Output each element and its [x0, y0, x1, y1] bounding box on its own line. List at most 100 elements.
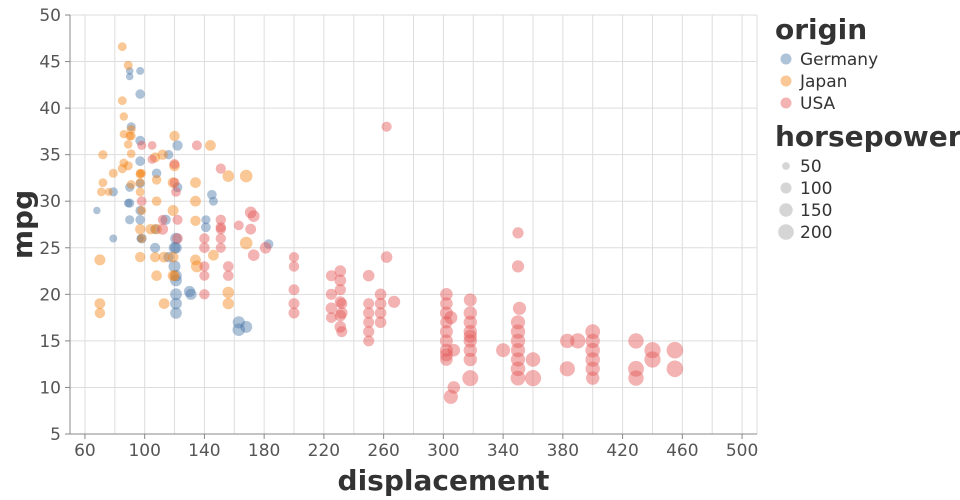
- data-point: [126, 149, 136, 158]
- data-point: [119, 158, 129, 168]
- x-tick-label: 420: [606, 441, 638, 461]
- data-point: [512, 227, 524, 239]
- data-point: [125, 67, 134, 75]
- data-point: [215, 233, 226, 244]
- series-usa: [136, 121, 684, 404]
- data-point: [223, 261, 234, 272]
- x-tick-label: 100: [128, 441, 160, 461]
- x-tick-label: 260: [367, 441, 399, 461]
- data-point: [586, 371, 600, 385]
- data-point: [168, 242, 181, 254]
- data-point: [137, 234, 147, 243]
- data-point: [167, 205, 179, 216]
- data-point: [288, 307, 300, 319]
- data-point: [170, 274, 182, 287]
- data-point: [439, 325, 453, 339]
- data-point: [199, 233, 210, 244]
- data-point: [585, 333, 600, 349]
- y-tick-label: 10: [39, 378, 61, 398]
- data-point: [117, 42, 127, 52]
- data-point: [167, 177, 179, 189]
- y-tick-label: 50: [39, 6, 61, 26]
- data-point: [126, 122, 136, 132]
- data-point: [215, 214, 226, 225]
- data-point: [168, 260, 181, 273]
- data-point: [463, 315, 477, 329]
- legend-size-label: 150: [800, 201, 832, 221]
- data-point: [151, 270, 162, 282]
- data-point: [644, 351, 661, 368]
- x-tick-label: 500: [726, 441, 758, 461]
- data-point: [135, 251, 146, 263]
- data-point: [169, 159, 180, 169]
- legend-swatch-usa: [780, 97, 792, 109]
- legend-swatch-germany: [780, 53, 792, 65]
- data-point: [232, 323, 246, 337]
- data-point: [510, 343, 526, 358]
- data-point: [158, 298, 170, 309]
- data-point: [439, 343, 453, 357]
- data-point: [151, 175, 162, 185]
- data-point: [233, 220, 244, 231]
- data-point: [444, 311, 458, 325]
- data-point: [94, 307, 106, 319]
- data-point: [158, 251, 170, 263]
- data-point: [232, 316, 245, 329]
- data-point: [135, 215, 145, 225]
- data-point: [325, 270, 337, 282]
- data-point: [167, 251, 179, 263]
- data-point: [263, 239, 274, 249]
- data-point: [172, 182, 183, 193]
- data-point: [336, 326, 348, 338]
- data-point: [244, 206, 257, 219]
- data-point: [104, 187, 113, 196]
- data-point: [160, 214, 171, 225]
- axes: 60 100 140 180 220 260 300 340 380 420 460 500 5 10 15…: [6, 6, 758, 497]
- data-point: [201, 222, 211, 233]
- data-point: [374, 297, 387, 310]
- y-tick-label: 15: [39, 332, 61, 352]
- data-point: [163, 251, 174, 263]
- data-points: [93, 42, 684, 404]
- data-point: [123, 60, 133, 70]
- data-point: [135, 89, 145, 99]
- data-point: [169, 177, 180, 188]
- data-point: [170, 288, 182, 301]
- data-point: [239, 236, 253, 250]
- data-point: [510, 333, 526, 349]
- data-point: [150, 152, 161, 163]
- data-point: [439, 348, 453, 362]
- data-point: [447, 343, 461, 357]
- data-point: [117, 96, 127, 106]
- data-point: [511, 260, 525, 273]
- data-point: [108, 168, 118, 178]
- grid: [70, 14, 758, 435]
- data-point: [215, 242, 226, 253]
- legend-size-label: 200: [800, 223, 832, 243]
- data-point: [108, 187, 118, 197]
- data-point: [463, 306, 477, 320]
- data-point: [510, 370, 526, 386]
- data-point: [150, 252, 161, 263]
- data-point: [388, 295, 401, 308]
- data-point: [157, 223, 169, 235]
- data-point: [135, 187, 145, 197]
- data-point: [147, 141, 157, 150]
- data-point: [288, 252, 300, 263]
- data-point: [363, 326, 375, 338]
- data-point: [334, 274, 347, 287]
- data-point: [496, 343, 511, 358]
- data-point: [334, 284, 346, 296]
- data-point: [510, 324, 526, 339]
- data-point: [157, 214, 168, 225]
- data-point: [109, 234, 118, 243]
- data-point: [560, 333, 575, 349]
- data-point: [463, 343, 477, 357]
- data-point: [150, 224, 161, 235]
- data-point: [447, 381, 461, 394]
- data-point: [205, 140, 216, 151]
- y-axis-title: mpg: [6, 190, 39, 259]
- data-point: [199, 270, 210, 281]
- data-point: [585, 324, 601, 339]
